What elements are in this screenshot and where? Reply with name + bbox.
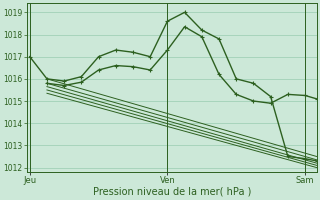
- X-axis label: Pression niveau de la mer( hPa ): Pression niveau de la mer( hPa ): [92, 187, 251, 197]
